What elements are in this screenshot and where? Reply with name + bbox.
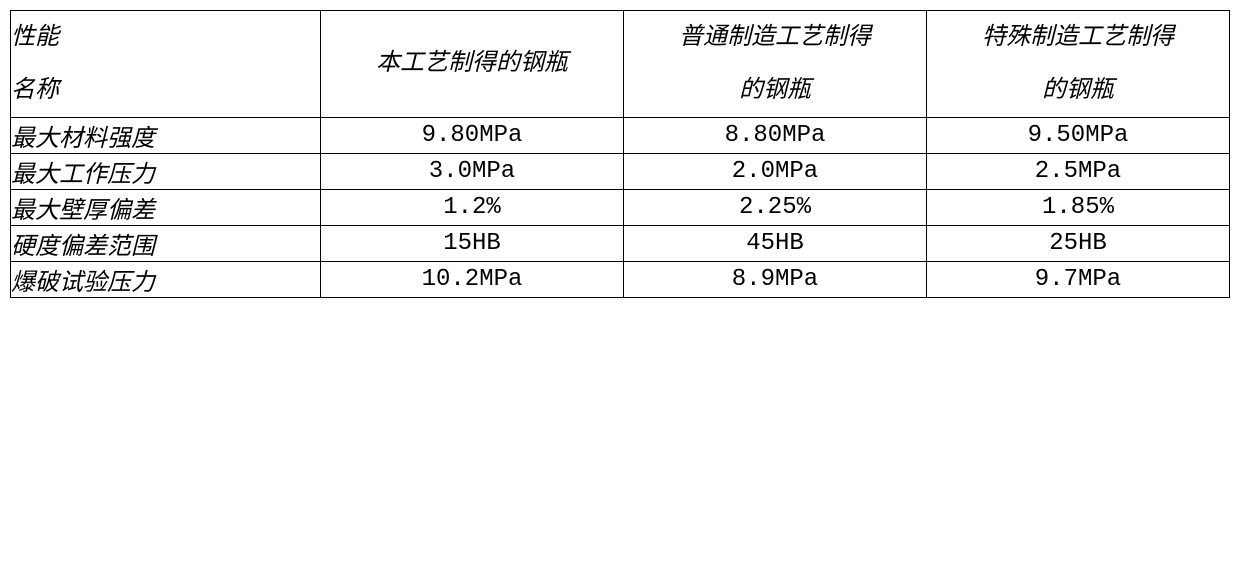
header-col3: 特殊制造工艺制得 的钢瓶 — [927, 11, 1230, 118]
header-col0-line1: 性能 — [11, 11, 320, 64]
row-data: 8.9MPa — [624, 261, 927, 297]
row-data: 15HB — [321, 225, 624, 261]
table-row: 硬度偏差范围 15HB 45HB 25HB — [11, 225, 1230, 261]
table-row: 最大工作压力 3.0MPa 2.0MPa 2.5MPa — [11, 153, 1230, 189]
header-col1: 本工艺制得的钢瓶 — [321, 11, 624, 118]
row-name: 爆破试验压力 — [11, 261, 321, 297]
header-col0: 性能 名称 — [11, 11, 321, 118]
header-col3-line1: 特殊制造工艺制得 — [927, 11, 1229, 64]
header-col1-line1: 本工艺制得的钢瓶 — [321, 37, 623, 90]
row-data: 9.7MPa — [927, 261, 1230, 297]
row-data: 9.50MPa — [927, 117, 1230, 153]
header-col2-line2: 的钢瓶 — [624, 64, 926, 117]
row-data: 45HB — [624, 225, 927, 261]
header-col0-line2: 名称 — [11, 64, 320, 117]
row-data: 2.5MPa — [927, 153, 1230, 189]
row-data: 1.2% — [321, 189, 624, 225]
row-name: 最大壁厚偏差 — [11, 189, 321, 225]
comparison-table: 性能 名称 本工艺制得的钢瓶 普通制造工艺制得 的钢瓶 特殊制造工艺制得 的钢瓶… — [10, 10, 1230, 298]
row-data: 25HB — [927, 225, 1230, 261]
row-data: 1.85% — [927, 189, 1230, 225]
row-data: 10.2MPa — [321, 261, 624, 297]
row-name: 硬度偏差范围 — [11, 225, 321, 261]
row-data: 8.80MPa — [624, 117, 927, 153]
table-row: 最大材料强度 9.80MPa 8.80MPa 9.50MPa — [11, 117, 1230, 153]
table-row: 爆破试验压力 10.2MPa 8.9MPa 9.7MPa — [11, 261, 1230, 297]
row-data: 3.0MPa — [321, 153, 624, 189]
row-name: 最大工作压力 — [11, 153, 321, 189]
header-col2-line1: 普通制造工艺制得 — [624, 11, 926, 64]
header-col2: 普通制造工艺制得 的钢瓶 — [624, 11, 927, 118]
table-row: 最大壁厚偏差 1.2% 2.25% 1.85% — [11, 189, 1230, 225]
row-data: 2.25% — [624, 189, 927, 225]
row-data: 2.0MPa — [624, 153, 927, 189]
header-col3-line2: 的钢瓶 — [927, 64, 1229, 117]
table-header-row: 性能 名称 本工艺制得的钢瓶 普通制造工艺制得 的钢瓶 特殊制造工艺制得 的钢瓶 — [11, 11, 1230, 118]
row-data: 9.80MPa — [321, 117, 624, 153]
row-name: 最大材料强度 — [11, 117, 321, 153]
